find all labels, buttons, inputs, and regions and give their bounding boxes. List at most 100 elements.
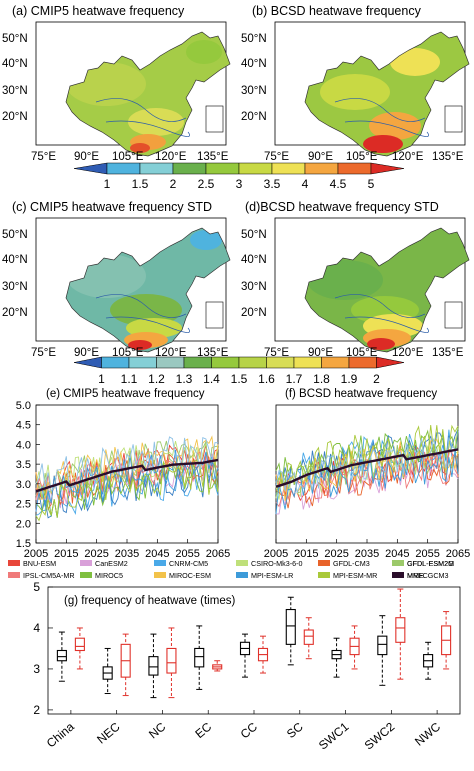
legend-swatch [392,572,404,578]
cbar1-tick-label: 1 [104,177,111,191]
legend-label: BNU-ESM [23,559,56,568]
legend-swatch [236,560,248,566]
model-series-line [35,460,219,522]
model-series-line [35,465,219,518]
map-title-b: (b) BCSD heatwave frequency [252,4,422,18]
series-x-tick-label: 2005 [264,548,288,560]
colorbar-frequency: 1 1.5 2 2.5 3 3.5 4 4.5 5 [73,162,405,191]
legend-swatch [318,560,330,566]
legend-label: MIROC-ESM [169,571,211,580]
map-panel-a: (a) CMIP5 heatwave frequency [12,4,231,157]
lon-label-b-120: 120°E [392,151,424,163]
map-panel-c: (c) CMIP5 heatwave frequency STD [12,200,231,353]
cbar2-tick-label: 1.6 [258,372,275,386]
lon-label-a-90: 90°E [74,151,99,163]
legend-label: MPI-ESM-MR [333,571,377,580]
model-series-line [35,440,219,499]
cbar2-swatch-6 [238,356,267,369]
cbar1-swatch-9 [370,162,405,175]
lon-label-d-120: 120°E [392,347,424,359]
lon-label-a-120: 120°E [155,151,187,163]
legend-swatch [154,572,166,578]
lat-label-c-50: 50°N [2,229,28,241]
series-x-tick-label: 2015 [294,548,318,560]
model-series-line [35,462,219,519]
legend-swatch [8,560,20,566]
boxplot-y-tick-label: 3 [33,662,40,676]
cbar1-tick-label: 5 [368,177,375,191]
lat-label-c-20: 20°N [2,307,28,319]
legend-label: CSIRO-Mk3-6-0 [251,559,303,568]
cbar1-swatch-0 [73,162,108,175]
boxplot-category-label: China [44,719,77,750]
boxplot-y-tick-label: 5 [33,580,40,594]
mme-series-line [275,448,459,488]
series-yaxis-e: 1.5 2.0 2.5 3.0 3.5 4.0 4.5 5.0 [16,400,40,550]
cbar1-swatch-2 [139,162,174,175]
lat-label-b-40: 40°N [241,58,267,70]
cbar1-tick-label: 2.5 [198,177,215,191]
cbar1-swatch-3 [172,162,207,175]
lat-label-b-30: 30°N [241,85,267,97]
lon-label-c-105: 105°E [112,347,144,359]
series-xaxis-f: 2005 2015 2025 2035 2045 2055 2065 [264,539,470,560]
boxplot-category-label: SWC1 [316,719,352,752]
lat-label-b-20: 20°N [241,111,267,123]
boxplot-box [285,608,296,645]
boxplot-xaxis: China NEC NC EC CC SC SWC1 SWC2 NWC [44,710,443,753]
mme-series-line [35,458,219,493]
series-x-tick-label: 2045 [145,548,169,560]
boxplot-category-label: SC [284,719,306,741]
cbar1-tick-label: 2 [170,177,177,191]
series-x-tick-label: 2025 [324,548,348,560]
series-y-tick-label: 3.5 [16,459,31,471]
cbar1-tick-label: 4.5 [330,177,347,191]
lat-label-c-40: 40°N [2,254,28,266]
lon-label-d-105: 105°E [346,347,378,359]
boxplot-box [194,647,205,668]
lat-label-d-30: 30°N [241,281,267,293]
map-title-c: (c) CMIP5 heatwave frequency STD [12,200,212,214]
cbar2-tick-label: 1.2 [148,372,165,386]
lon-label-c-75: 75°E [31,347,56,359]
cbar2-tick-label: 1.9 [341,372,358,386]
lat-label-a-40: 40°N [2,58,28,70]
colorbar-std: 1 1.1 1.2 1.3 1.4 1.5 1.6 1.7 1.8 1.9 2 [73,356,405,386]
series-x-tick-label: 2005 [24,548,48,560]
legend-label: GFDL-CM3 [333,559,370,568]
legend-label: GFDL-ESM2G [407,559,454,568]
boxplot-boxes [56,588,452,699]
lon-label-c-120: 120°E [155,347,187,359]
series-y-tick-label: 1.5 [16,538,31,550]
lon-label-d-75: 75°E [264,347,289,359]
cbar2-swatch-2 [128,356,157,369]
legend-label: MPI-ESM-LR [251,571,293,580]
series-x-tick-label: 2055 [175,548,199,560]
boxplot-box [377,635,388,656]
lat-label-b-50: 50°N [241,33,267,45]
cbar1-swatch-1 [106,162,141,175]
lon-label-b-75: 75°E [264,151,289,163]
boxplot-box [395,617,406,643]
series-y-tick-label: 2.5 [16,499,31,511]
boxplot-y-tick-label: 4 [33,621,40,635]
legend-swatch [80,560,92,566]
cbar2-tick-label: 1.4 [203,372,220,386]
cbar2-swatch-5 [211,356,240,369]
legend-label: MME [407,571,424,580]
model-series-line [275,429,459,495]
boxplot-panel: (g) frequency of heatwave (times) 2 3 4 5 C… [33,580,461,753]
map-title-a: (a) CMIP5 heatwave frequency [12,4,185,18]
cbar1-tick-label: 4 [302,177,309,191]
series-title-f: (f) BCSD heatwave frequency [285,388,437,400]
map-axes-cd: 50°N 40°N 30°N 20°N 75°E 90°E 105°E 120°… [2,229,464,359]
model-series-line [275,424,459,485]
cbar2-tick-label: 1 [98,372,105,386]
series-panel-e: (e) CMIP5 heatwave frequency 1.5 2.0 2.5 3.… [16,388,231,560]
boxplot-category-label: CC [238,719,261,741]
lon-label-b-90: 90°E [308,151,333,163]
legend-label: IPSL-CM5A-MR [23,571,75,580]
series-x-tick-label: 2015 [54,548,78,560]
cbar2-tick-label: 1.7 [286,372,303,386]
